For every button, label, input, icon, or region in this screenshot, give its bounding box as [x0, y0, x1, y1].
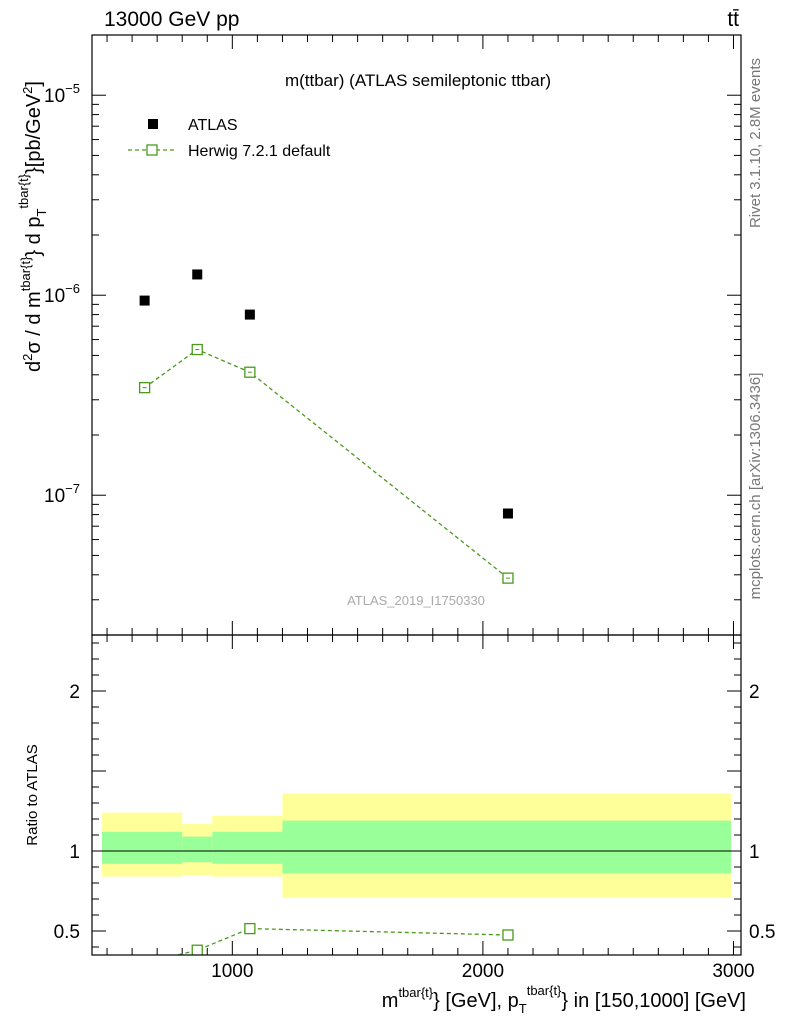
x-axis-label-part1: m: [382, 990, 399, 1012]
ratio-y-tick-label-left-2: 2: [69, 682, 80, 703]
x-axis-label-sup2: tbar{t}: [527, 983, 562, 998]
ratio-herwig-point: [502, 929, 514, 941]
atlas-point: [192, 269, 203, 280]
x-tick-labels: 1000 2000 3000: [211, 961, 754, 982]
ratio-y-tick-label-left-1: 1: [69, 842, 80, 863]
x-tick-label-1: 2000: [462, 961, 504, 982]
x-axis-label-sup1: tbar{t}: [398, 985, 433, 1000]
ratio-plot-frame: [91, 634, 742, 956]
ratio-y-tick-label-right-2: 2: [749, 682, 760, 703]
ratio-y-tick-label-right-0: 0.5: [749, 922, 775, 943]
ratio-band-inner-2: [212, 831, 283, 864]
atlas-point: [139, 295, 150, 306]
legend: ATLAS Herwig 7.2.1 default: [128, 117, 331, 160]
main-y-tick-base: 10: [44, 286, 65, 307]
rivet-label: Rivet 3.1.10, 2.8M events: [747, 58, 764, 228]
y-axis-label-sub: T: [34, 209, 49, 217]
y-axis-label-part2: σ / d m: [23, 291, 45, 353]
ratio-herwig-point: [140, 958, 150, 968]
main-y-tick-label-1: 10−6: [44, 281, 80, 307]
x-axis-label-part2: } [GeV], p: [433, 990, 519, 1012]
ratio-plot-series: [140, 922, 514, 968]
process-label: tt̄: [727, 8, 739, 31]
watermark: ATLAS_2019_I1750330: [347, 593, 485, 608]
ratio-band-inner-1: [182, 836, 213, 863]
y-axis-label-sup4: 2: [20, 87, 35, 94]
main-y-tick-exp: −7: [65, 481, 80, 496]
ratio-bands: [102, 793, 731, 898]
ratio-herwig-point: [244, 922, 256, 935]
x-tick-label-2: 3000: [712, 961, 754, 982]
ratio-y-tick-label-right-1: 1: [749, 842, 760, 863]
main-y-tick-labels: 10−510−610−7: [44, 81, 80, 507]
main-y-tick-exp: −6: [65, 281, 80, 296]
atlas-point: [244, 309, 255, 320]
herwig-line: [144, 348, 509, 579]
y-axis-label-part5: ]: [23, 81, 45, 87]
legend-atlas-marker: [148, 119, 158, 129]
y-axis-label-sup2: tbar{t}: [18, 256, 33, 291]
main-y-tick-label-2: 10−7: [44, 481, 80, 507]
main-plot-series: [138, 269, 514, 584]
ratio-y-axis-label: Ratio to ATLAS: [24, 744, 41, 845]
x-axis-label-sub: T: [519, 1001, 527, 1016]
energy-label: 13000 GeV pp: [104, 8, 239, 31]
y-axis-label: d2σ / d mtbar{t}} d pTtbar{t}}[pb/GeV2]: [16, 81, 49, 372]
legend-atlas-label: ATLAS: [188, 117, 238, 134]
y-axis-label-part4: }[pb/GeV: [23, 93, 45, 174]
main-y-tick-label-0: 10−5: [44, 81, 80, 107]
legend-herwig-label: Herwig 7.2.1 default: [188, 143, 331, 160]
x-axis-label-part3: } in [150,1000] [GeV]: [561, 990, 746, 1012]
x-axis-label: mtbar{t}} [GeV], pTtbar{t}} in [150,1000…: [382, 983, 746, 1016]
legend-herwig-marker: [146, 144, 158, 156]
x-tick-label-0: 1000: [211, 961, 253, 982]
y-axis-label-sup3: tbar{t}: [16, 173, 31, 208]
main-y-tick-exp: −5: [65, 81, 80, 96]
main-y-tick-base: 10: [44, 486, 65, 507]
atlas-point: [502, 508, 513, 519]
ratio-herwig-point: [191, 944, 203, 955]
ratio-axis-ticks: [92, 635, 741, 955]
ratio-herwig-line: [174, 927, 508, 955]
y-axis-label-sup1: 2: [20, 354, 35, 361]
main-y-tick-base: 10: [44, 86, 65, 107]
plot-title: m(ttbar) (ATLAS semileptonic ttbar): [285, 71, 551, 90]
y-axis-label-part1: d: [23, 361, 45, 372]
ratio-band-inner-0: [102, 831, 183, 864]
y-axis-label-part3: } d p: [23, 217, 45, 257]
ratio-y-tick-labels: 0.5 0.5 1 1 2 2: [54, 682, 776, 943]
ratio-y-tick-label-left-0: 0.5: [54, 922, 80, 943]
mcplots-label: mcplots.cern.ch [arXiv:1306.3436]: [747, 373, 764, 600]
ratio-band-inner-3: [282, 820, 731, 874]
